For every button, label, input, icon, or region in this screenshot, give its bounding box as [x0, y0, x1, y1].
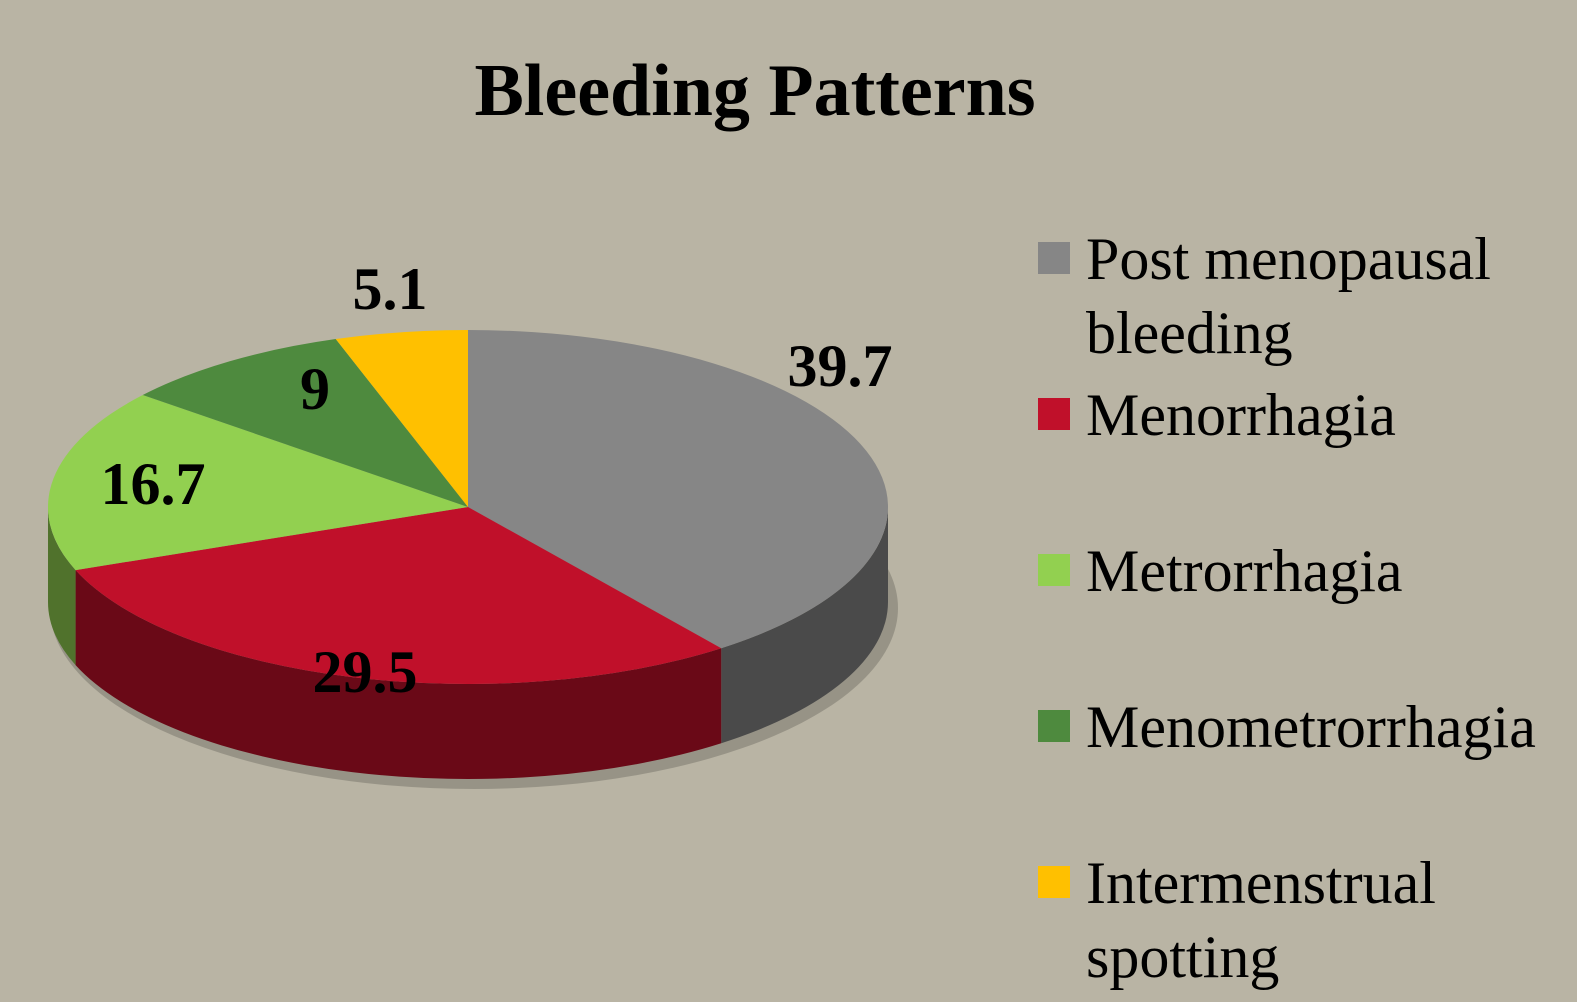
- legend-label: Post menopausal bleeding: [1086, 226, 1491, 366]
- data-label: 16.7: [101, 451, 206, 517]
- data-label: 29.5: [313, 639, 418, 705]
- pie-slice: [468, 330, 888, 649]
- legend-label: Menometrorrhagia: [1086, 694, 1536, 760]
- legend-item: Post menopausal bleeding: [1038, 222, 1568, 378]
- legend-swatch: [1038, 866, 1070, 898]
- legend-label: Metrorrhagia: [1086, 538, 1403, 604]
- legend-swatch: [1038, 554, 1070, 586]
- data-label: 39.7: [788, 333, 893, 399]
- pie-slice: [142, 339, 468, 507]
- pie-slice: [335, 330, 468, 507]
- slice-side: [75, 570, 722, 779]
- data-label: 9: [300, 356, 330, 422]
- legend-label: Intermenstrual spotting: [1086, 850, 1436, 990]
- legend: Post menopausal bleeding Menorrhagia Metro…: [1038, 222, 1568, 1002]
- legend-swatch: [1038, 398, 1070, 430]
- legend-label: Menorrhagia: [1086, 382, 1396, 448]
- legend-item: Intermenstrual spotting: [1038, 846, 1568, 1002]
- slice-side: [48, 507, 76, 666]
- pie-slice: [48, 395, 468, 571]
- legend-item: Menorrhagia: [1038, 378, 1568, 534]
- legend-item: Metrorrhagia: [1038, 534, 1568, 690]
- legend-item: Menometrorrhagia: [1038, 690, 1568, 846]
- chart-title: Bleeding Patterns: [474, 50, 1035, 132]
- pie-slice: [75, 507, 722, 684]
- data-label: 5.1: [353, 256, 428, 322]
- legend-swatch: [1038, 242, 1070, 274]
- slice-side: [721, 507, 888, 744]
- legend-swatch: [1038, 710, 1070, 742]
